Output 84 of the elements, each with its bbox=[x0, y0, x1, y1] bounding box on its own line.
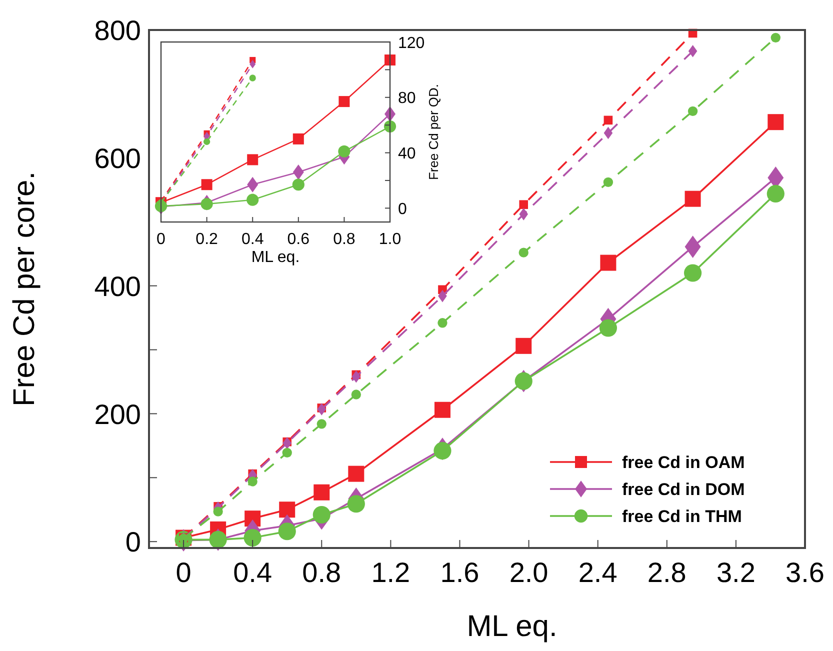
y-tick-label: 800 bbox=[94, 15, 141, 46]
point bbox=[600, 254, 616, 271]
point bbox=[351, 390, 361, 400]
x-tick-label: 2.4 bbox=[578, 557, 618, 588]
point bbox=[684, 264, 702, 282]
point bbox=[247, 176, 258, 192]
point bbox=[688, 106, 698, 116]
x-tick-label: 3.2 bbox=[716, 557, 756, 588]
point bbox=[514, 372, 532, 390]
point bbox=[518, 248, 528, 258]
point bbox=[603, 177, 614, 188]
x-tick-label: 2.0 bbox=[509, 557, 548, 588]
x-tick-label: 0.2 bbox=[196, 231, 218, 248]
point bbox=[279, 502, 296, 518]
point bbox=[282, 436, 292, 450]
point bbox=[519, 200, 528, 209]
point bbox=[604, 126, 613, 140]
point bbox=[770, 32, 780, 43]
point bbox=[282, 448, 292, 458]
y-axis-title: Free Cd per core. bbox=[8, 171, 41, 407]
x-tick-label: 3.6 bbox=[786, 557, 824, 588]
y-tick-label: 0 bbox=[125, 526, 141, 558]
x-tick-label: 1.2 bbox=[371, 557, 410, 588]
point bbox=[246, 194, 259, 206]
point bbox=[312, 506, 330, 524]
x-tick-label: 0.8 bbox=[302, 557, 342, 588]
x-tick-label: 1.0 bbox=[378, 231, 402, 248]
point bbox=[438, 318, 448, 328]
y-tick-label: 400 bbox=[94, 270, 141, 302]
point bbox=[292, 164, 304, 180]
point bbox=[209, 530, 227, 548]
x-tick-label: 0 bbox=[176, 557, 192, 588]
y-axis-title: Free Cd per QD. bbox=[426, 84, 441, 180]
point bbox=[684, 190, 701, 207]
legend-label: free Cd in THM bbox=[622, 507, 742, 526]
legend-label: free Cd in OAM bbox=[622, 453, 745, 472]
point bbox=[599, 319, 617, 337]
point bbox=[247, 154, 258, 166]
point bbox=[604, 116, 613, 125]
point bbox=[338, 96, 350, 108]
x-tick-label: 0.4 bbox=[241, 231, 264, 248]
x-tick-label: 0.6 bbox=[287, 231, 310, 248]
point bbox=[766, 184, 784, 203]
point bbox=[244, 528, 262, 547]
point bbox=[201, 179, 212, 190]
point bbox=[314, 484, 330, 500]
point bbox=[688, 44, 698, 58]
legend-label: free Cd in DOM bbox=[622, 480, 745, 499]
point bbox=[348, 466, 364, 482]
x-axis-title: ML eq. bbox=[466, 610, 558, 643]
point bbox=[248, 476, 258, 486]
x-axis-title: ML eq. bbox=[251, 249, 300, 266]
point bbox=[384, 120, 396, 133]
point bbox=[434, 442, 452, 460]
y-tick-label: 0 bbox=[398, 200, 407, 218]
y-tick-label: 200 bbox=[94, 398, 141, 430]
y-tick-label: 120 bbox=[398, 34, 425, 52]
point bbox=[250, 60, 256, 68]
point bbox=[516, 338, 532, 354]
point bbox=[203, 138, 210, 146]
x-tick-label: 0 bbox=[156, 231, 166, 248]
point bbox=[278, 522, 296, 540]
x-tick-label: 1.6 bbox=[440, 557, 480, 588]
point bbox=[317, 403, 326, 416]
x-tick-label: 0.4 bbox=[233, 557, 272, 588]
y-tick-label: 40 bbox=[398, 146, 416, 163]
point bbox=[347, 495, 365, 513]
point bbox=[768, 114, 784, 130]
point bbox=[316, 419, 326, 429]
point bbox=[292, 133, 304, 144]
point bbox=[352, 370, 361, 383]
x-tick-label: 0.8 bbox=[333, 231, 356, 248]
y-tick-label: 80 bbox=[398, 90, 416, 108]
point bbox=[213, 506, 223, 516]
y-tick-label: 600 bbox=[94, 142, 141, 174]
point bbox=[200, 198, 213, 210]
x-tick-label: 2.8 bbox=[647, 557, 686, 588]
point bbox=[519, 208, 528, 220]
point bbox=[249, 74, 256, 82]
point bbox=[384, 54, 396, 66]
point bbox=[292, 178, 304, 191]
point bbox=[338, 145, 350, 158]
point bbox=[684, 236, 701, 258]
point bbox=[434, 402, 450, 418]
